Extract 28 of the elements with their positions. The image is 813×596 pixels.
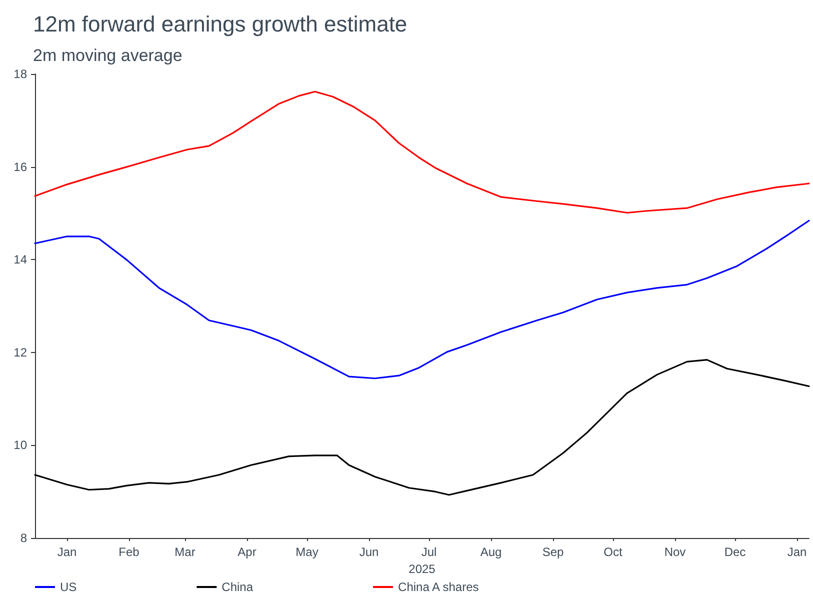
x-tick-label: Jul <box>421 545 437 559</box>
y-tick-label: 14 <box>14 252 28 267</box>
x-tick-label: Nov <box>664 545 686 559</box>
x-axis-title: 2025 <box>408 562 436 576</box>
legend-label: China A shares <box>398 580 479 594</box>
x-tick-label: Dec <box>724 545 746 559</box>
x-tick-label: Sep <box>542 545 564 559</box>
x-tick-label: Jan <box>57 545 77 559</box>
y-tick-label: 8 <box>20 531 28 545</box>
line-series <box>34 220 810 380</box>
x-tick-label: Aug <box>480 545 502 559</box>
y-tick-label: 12 <box>14 345 28 360</box>
legend-label: China <box>222 580 254 594</box>
legend-label: US <box>60 580 77 594</box>
chart-subtitle: 2m moving average <box>33 46 182 65</box>
y-tick-label: 16 <box>14 160 28 174</box>
x-tick-label: Oct <box>604 545 623 559</box>
y-tick-label: 10 <box>14 438 28 452</box>
x-tick-label: Jan <box>787 545 807 559</box>
x-tick-label: Mar <box>174 545 196 559</box>
x-tick-label: Jun <box>359 545 379 559</box>
line-series <box>34 90 810 214</box>
x-tick-label: May <box>296 545 318 559</box>
chart-title: 12m forward earnings growth estimate <box>33 12 408 36</box>
x-tick-label: Feb <box>118 545 140 559</box>
x-tick-label: Apr <box>238 545 256 559</box>
y-tick-label: 18 <box>14 67 28 81</box>
line-series <box>34 359 810 496</box>
